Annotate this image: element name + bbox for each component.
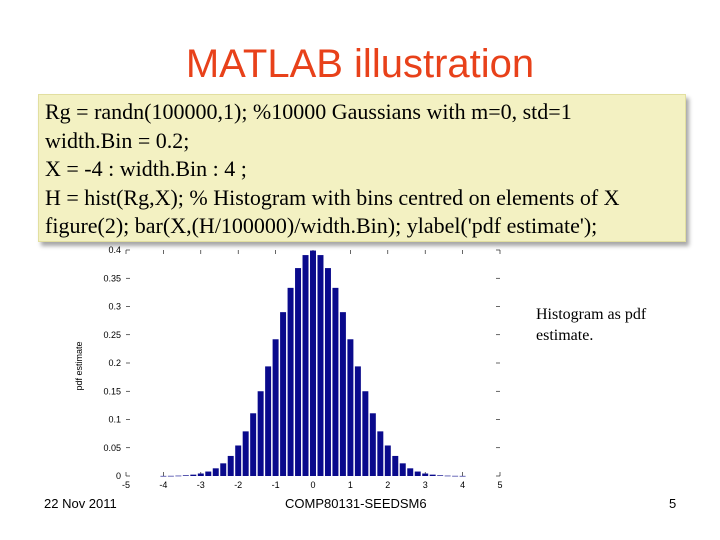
slide-title: MATLAB illustration	[185, 42, 535, 86]
histogram-bar	[407, 468, 414, 476]
histogram-bar	[384, 445, 391, 476]
histogram-bar	[414, 471, 421, 476]
histogram-bar	[452, 475, 459, 477]
bars	[160, 250, 466, 477]
y-tick-label: 0.15	[103, 386, 121, 396]
histogram-bar	[369, 413, 376, 476]
histogram-bar	[212, 468, 219, 476]
histogram-bar	[437, 475, 444, 476]
histogram-bar	[310, 250, 316, 476]
histogram-bar	[182, 475, 189, 476]
x-tick-label: 4	[460, 480, 465, 490]
x-tick-label: 3	[423, 480, 428, 490]
histogram-bar	[287, 287, 294, 476]
y-tick-label: 0.3	[108, 302, 121, 312]
code-line: figure(2); bar(X,(H/100000)/width.Bin); …	[45, 213, 598, 238]
y-tick-label: 0.05	[103, 443, 121, 453]
y-axis: 0 0.05 0.1 0.15 0.2 0.25 0.3 0.35 0.4	[103, 245, 500, 481]
histogram-bar	[317, 255, 324, 476]
footer-course-code: COMP80131-SEEDSM6	[285, 496, 427, 511]
x-tick-label: 0	[310, 480, 315, 490]
x-tick-label: -3	[197, 480, 205, 490]
code-line: width.Bin = 0.2;	[45, 127, 190, 153]
histogram-chart: pdf estimate 00.050.10.150.20.250.30.350…	[74, 245, 503, 490]
histogram-bar	[190, 474, 197, 476]
histogram-bar	[272, 339, 279, 476]
histogram-bar	[422, 473, 429, 476]
footer-page-number: 5	[669, 496, 677, 511]
y-tick-label: 0.2	[108, 358, 121, 368]
histogram-bar	[265, 366, 272, 476]
histogram-bar	[377, 431, 384, 476]
x-tick-label: 5	[497, 480, 502, 490]
code-line: X = -4 : width.Bin : 4 ;	[45, 156, 247, 181]
x-tick-label: 2	[385, 480, 390, 490]
x-tick-label: -2	[234, 480, 242, 490]
histogram-bar	[160, 475, 167, 477]
x-tick-label: 1	[348, 480, 353, 490]
histogram-bar	[332, 287, 339, 476]
x-tick-label: -1	[272, 480, 280, 490]
histogram-bar	[227, 455, 234, 476]
histogram-bar	[295, 268, 302, 476]
y-tick-label: 0	[116, 471, 121, 481]
histogram-bar	[220, 463, 227, 476]
histogram-bar	[257, 391, 264, 476]
y-axis-label: pdf estimate	[74, 341, 84, 390]
histogram-bar	[399, 463, 406, 476]
histogram-bar	[354, 366, 361, 476]
histogram-bar	[347, 339, 354, 476]
code-line: H = hist(Rg,X); % Histogram with bins ce…	[45, 184, 620, 210]
footer-date: 22 Nov 2011	[44, 496, 117, 511]
histogram-bar	[175, 475, 182, 477]
chart-caption: Histogram as pdf estimate.	[536, 306, 647, 344]
histogram-bar	[429, 474, 436, 476]
histogram-bar	[242, 431, 249, 476]
histogram-bar	[362, 391, 369, 476]
histogram-bar	[235, 445, 242, 476]
histogram-bar	[167, 475, 174, 477]
code-line: Rg = randn(100000,1); %10000 Gaussians w…	[45, 99, 572, 124]
histogram-bar	[339, 312, 346, 476]
histogram-bar	[459, 475, 466, 477]
histogram-bar	[392, 455, 399, 476]
x-tick-label: -4	[159, 480, 167, 490]
histogram-bar	[444, 475, 451, 477]
y-tick-label: 0.35	[103, 273, 121, 283]
code-box: Rg = randn(100000,1); %10000 Gaussians w…	[38, 94, 686, 242]
x-tick-label: -5	[122, 480, 130, 490]
histogram-bar	[280, 312, 287, 476]
histogram-bar	[205, 471, 212, 476]
histogram-bar	[250, 413, 257, 476]
histogram-bar	[302, 255, 309, 476]
y-tick-label: 0.1	[108, 415, 121, 425]
y-tick-label: 0.25	[103, 330, 121, 340]
histogram-bar	[197, 473, 204, 476]
histogram-bar	[324, 268, 331, 476]
y-tick-label: 0.4	[108, 245, 121, 255]
